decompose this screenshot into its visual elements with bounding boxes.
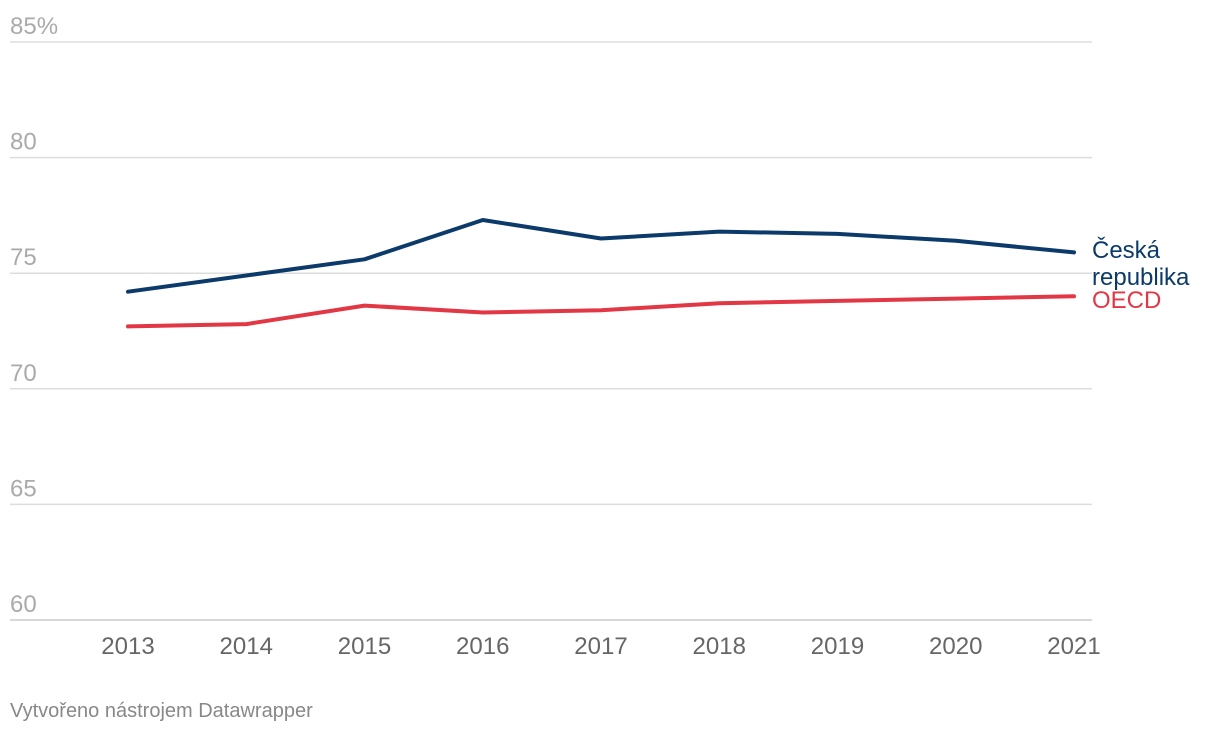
x-tick-label-2019: 2019 bbox=[811, 633, 864, 660]
footer-credit: Vytvořeno nástrojem Datawrapper bbox=[10, 700, 313, 722]
series-line-0 bbox=[126, 218, 1076, 294]
series-line-1 bbox=[126, 294, 1076, 329]
y-axis-ticks: 60 65 70 75 80 85% bbox=[10, 13, 58, 618]
x-tick-label-2018: 2018 bbox=[693, 633, 746, 660]
y-tick-label-80: 80 bbox=[10, 129, 37, 156]
x-tick-label-2014: 2014 bbox=[220, 633, 273, 660]
y-tick-label-65: 65 bbox=[10, 475, 37, 502]
x-tick-label-2015: 2015 bbox=[338, 633, 391, 660]
series-label-1: OECD bbox=[1092, 287, 1161, 314]
series-label-line: Česká bbox=[1092, 236, 1161, 264]
y-tick-label-85: 85% bbox=[10, 13, 58, 40]
y-tick-label-75: 75 bbox=[10, 244, 37, 271]
x-tick-label-2017: 2017 bbox=[574, 633, 627, 660]
x-tick-label-2021: 2021 bbox=[1047, 633, 1100, 660]
x-axis-ticks: 2013 2014 2015 2016 2017 2018 2019 2020 2021 bbox=[101, 633, 1100, 660]
y-tick-label-60: 60 bbox=[10, 591, 37, 618]
series-label-0: Česká republika bbox=[1092, 236, 1190, 291]
y-tick-label-70: 70 bbox=[10, 360, 37, 387]
series-label-line: OECD bbox=[1092, 287, 1161, 314]
x-tick-label-2016: 2016 bbox=[456, 633, 509, 660]
series-label-line: republika bbox=[1092, 264, 1190, 291]
series-lines bbox=[126, 218, 1076, 329]
gridlines bbox=[10, 41, 1092, 621]
x-tick-label-2020: 2020 bbox=[929, 633, 982, 660]
x-tick-label-2013: 2013 bbox=[101, 633, 154, 660]
